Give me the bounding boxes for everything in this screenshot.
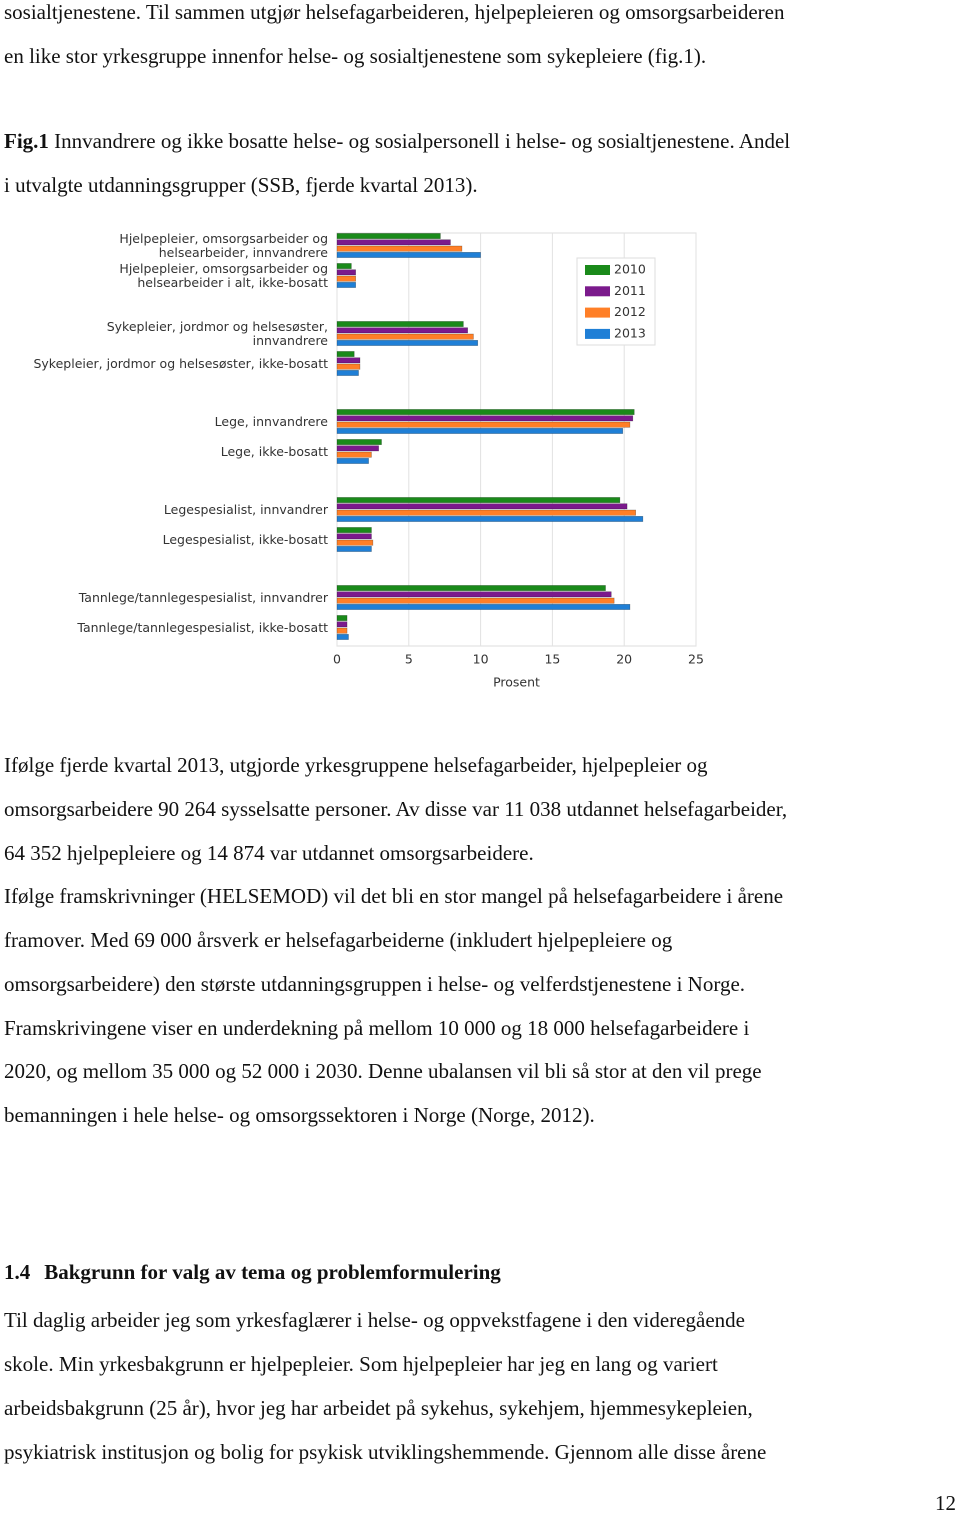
bar	[336, 497, 621, 503]
bar	[336, 539, 374, 546]
bar	[336, 327, 468, 334]
chart: 0 5 10 15 20 25 Prosent Hjelpepleier, omsorgsar…	[33, 231, 704, 690]
text-line: omsorgsarbeidere) den største utdannings…	[4, 971, 746, 996]
x-axis-label: Prosent	[493, 675, 540, 690]
bar	[336, 321, 464, 327]
legend-label: 2012	[614, 304, 646, 319]
bar	[336, 333, 474, 340]
bar	[336, 281, 356, 288]
bar	[336, 233, 441, 239]
bar	[336, 585, 606, 592]
bar	[336, 451, 372, 458]
bar	[336, 239, 451, 246]
text-line: 64 352 hjelpepleiere og 14 874 var utdan…	[4, 840, 534, 865]
caption-text: Innvandrere og ikke bosatte helse- og so…	[54, 129, 791, 153]
bar	[336, 421, 631, 428]
text-line: 2020, og mellom 35 000 og 52 000 i 2030.…	[4, 1059, 762, 1084]
text-line: Framskrivingene viser en underdekning på…	[4, 1015, 750, 1040]
legend-swatch	[585, 265, 610, 275]
bar	[336, 409, 635, 415]
bar	[336, 263, 352, 269]
x-tick-label: 15	[544, 652, 560, 667]
bar	[336, 245, 463, 252]
legend-label: 2013	[614, 325, 646, 340]
text-line: Ifølge fjerde kvartal 2013, utgjorde yrk…	[4, 753, 708, 777]
legend-swatch	[585, 286, 610, 297]
y-tick-label: Hjelpepleier, omsorgsarbeider og helsearb…	[119, 231, 328, 260]
bar	[336, 339, 479, 346]
text-line: bemanningen i hele helse- og omsorgssekt…	[4, 1103, 595, 1127]
figure-label: Fig.1	[4, 129, 49, 153]
y-tick-label: Lege, innvandrere	[215, 414, 329, 429]
bar	[336, 269, 356, 276]
bar	[336, 545, 372, 552]
caption-line: i utvalgte utdanningsgrupper (SSB, fjerd…	[4, 173, 478, 197]
y-tick-label: Tannlege/tannlegespesialist, ikke-bosatt	[76, 620, 328, 635]
text-line: psykiatrisk institusjon og bolig for psy…	[4, 1440, 767, 1464]
text-line: Ifølge framskrivninger (HELSEMOD) vil de…	[4, 884, 784, 909]
y-tick-label: Hjelpepleier, omsorgsarbeider og helsearb…	[119, 261, 328, 290]
bar	[336, 415, 634, 422]
legend-label: 2011	[614, 283, 646, 298]
bar	[336, 603, 631, 610]
bar	[336, 275, 356, 282]
bar	[336, 597, 615, 604]
y-tick-label: Sykepleier, jordmor og helsesøster, ikke…	[33, 356, 328, 371]
bar	[336, 439, 382, 445]
text-line: sosialtjenestene. Til sammen utgjør hels…	[4, 0, 785, 24]
bar	[336, 515, 644, 522]
heading-number: 1.4	[4, 1260, 31, 1284]
bar	[336, 351, 355, 357]
legend-swatch	[585, 328, 610, 339]
bar	[336, 457, 369, 464]
bar	[336, 621, 348, 628]
y-tick-label: Lege, ikke-bosatt	[221, 444, 328, 459]
bar	[336, 252, 481, 258]
x-tick-label: 10	[473, 652, 489, 667]
legend-label: 2010	[614, 262, 646, 277]
text-line: skole. Min yrkesbakgrunn er hjelpepleier…	[4, 1352, 718, 1376]
text-line: framover. Med 69 000 årsverk er helsefag…	[4, 928, 673, 952]
x-tick-label: 25	[688, 652, 704, 667]
bar	[336, 509, 636, 516]
bar	[336, 357, 361, 364]
bar	[336, 503, 628, 510]
bar	[336, 533, 372, 540]
section-heading: 1.4 Bakgrunn for valg av tema og problemf…	[4, 1260, 501, 1284]
x-tick-label: 0	[333, 652, 341, 667]
legend-swatch	[585, 307, 610, 318]
bar	[336, 627, 348, 634]
page-number: 12	[935, 1491, 956, 1515]
bar	[336, 527, 372, 534]
bar	[336, 427, 624, 434]
y-tick-label: Legespesialist, ikke-bosatt	[163, 532, 329, 547]
text-line: arbeidsbakgrunn (25 år), hvor jeg har ar…	[4, 1396, 753, 1420]
bar	[336, 591, 612, 598]
y-tick-label: Tannlege/tannlegespesialist, innvandrer	[78, 590, 329, 605]
text-line: omsorgsarbeidere 90 264 sysselsatte pers…	[4, 796, 788, 821]
x-tick-label: 5	[405, 652, 413, 667]
x-tick-label: 20	[616, 652, 632, 667]
heading-title: Bakgrunn for valg av tema og problemform…	[44, 1260, 501, 1284]
bar	[336, 369, 359, 376]
text-line: Til daglig arbeider jeg som yrkesfaglære…	[4, 1308, 745, 1332]
y-tick-label: Legespesialist, innvandrer	[164, 502, 329, 517]
y-tick-label: Sykepleier, jordmor og helsesøster, innva…	[107, 319, 329, 348]
bar	[336, 633, 349, 640]
bar	[336, 445, 379, 452]
bar	[336, 363, 361, 370]
text-line: en like stor yrkesgruppe innenfor helse-…	[4, 44, 707, 68]
caption-line: Fig.1 Innvandrere og ikke bosatte helse-…	[4, 129, 790, 153]
bar	[336, 615, 348, 622]
